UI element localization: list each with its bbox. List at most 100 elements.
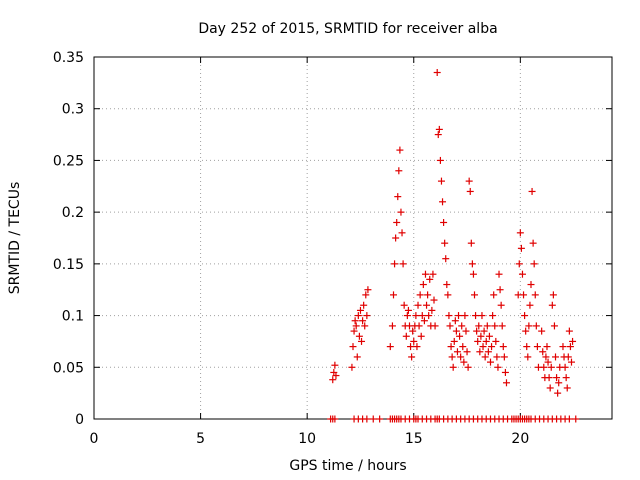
data-point xyxy=(475,322,483,330)
data-point xyxy=(445,312,453,320)
x-tick-label: 20 xyxy=(511,431,529,447)
data-point xyxy=(363,312,371,320)
data-point xyxy=(544,358,552,366)
data-point xyxy=(526,301,534,309)
data-point xyxy=(455,312,463,320)
data-point xyxy=(488,343,496,351)
data-point xyxy=(473,327,481,335)
data-point xyxy=(364,286,372,294)
data-point xyxy=(490,291,498,299)
data-point xyxy=(423,301,431,309)
x-tick-label: 5 xyxy=(196,431,205,447)
data-point xyxy=(391,260,399,268)
data-point xyxy=(529,239,537,247)
data-point xyxy=(463,348,471,356)
data-point xyxy=(523,343,531,351)
data-point xyxy=(353,353,361,361)
data-point xyxy=(453,348,461,356)
y-tick-label: 0.15 xyxy=(53,257,84,273)
data-point xyxy=(545,374,553,382)
data-point xyxy=(472,312,480,320)
data-point xyxy=(360,301,368,309)
data-point xyxy=(329,376,337,384)
data-point xyxy=(486,358,494,366)
data-points xyxy=(327,69,580,423)
data-point xyxy=(434,131,442,139)
data-point xyxy=(555,379,563,387)
data-point xyxy=(562,374,570,382)
data-point xyxy=(417,332,425,340)
data-point xyxy=(407,343,415,351)
data-point xyxy=(538,327,546,335)
data-point xyxy=(361,322,369,330)
data-point xyxy=(572,415,580,423)
data-point xyxy=(451,317,459,325)
chart-title: Day 252 of 2015, SRMTID for receiver alb… xyxy=(198,21,497,37)
data-point xyxy=(491,322,499,330)
data-point xyxy=(362,291,370,299)
data-point xyxy=(420,317,428,325)
data-point xyxy=(495,270,503,278)
data-point xyxy=(493,353,501,361)
data-point xyxy=(416,291,424,299)
data-point xyxy=(515,260,523,268)
data-point xyxy=(331,361,339,369)
data-point xyxy=(435,125,443,133)
y-tick-label: 0.3 xyxy=(62,102,84,118)
data-point xyxy=(559,343,567,351)
data-point xyxy=(410,337,418,345)
data-point xyxy=(449,363,457,371)
data-point xyxy=(548,301,556,309)
data-point xyxy=(397,208,405,216)
data-point xyxy=(349,343,357,351)
data-point xyxy=(424,291,432,299)
data-point xyxy=(477,332,485,340)
data-point xyxy=(522,327,530,335)
data-point xyxy=(392,234,400,242)
y-tick-label: 0.25 xyxy=(53,153,84,169)
data-point xyxy=(498,322,506,330)
data-point xyxy=(482,337,490,345)
data-point xyxy=(421,270,429,278)
data-point xyxy=(489,312,497,320)
data-point xyxy=(565,327,573,335)
data-point xyxy=(521,312,529,320)
data-point xyxy=(396,146,404,154)
data-point xyxy=(467,239,475,247)
data-point xyxy=(471,291,479,299)
data-point xyxy=(474,337,482,345)
data-point xyxy=(386,343,394,351)
y-tick-label: 0.05 xyxy=(53,360,84,376)
data-point xyxy=(480,327,488,335)
data-point xyxy=(516,229,524,237)
data-point xyxy=(527,281,535,289)
data-point xyxy=(394,193,402,201)
data-point xyxy=(443,281,451,289)
data-point xyxy=(569,337,577,345)
data-point xyxy=(492,337,500,345)
data-point xyxy=(530,260,538,268)
data-point xyxy=(358,337,366,345)
data-point xyxy=(483,322,491,330)
data-point xyxy=(355,332,363,340)
data-point xyxy=(430,296,438,304)
data-point xyxy=(496,286,504,294)
data-point xyxy=(499,343,507,351)
data-point xyxy=(479,343,487,351)
data-point xyxy=(429,270,437,278)
data-point xyxy=(497,301,505,309)
data-point xyxy=(376,415,384,423)
data-point xyxy=(476,348,484,356)
data-point xyxy=(501,368,509,376)
data-point xyxy=(452,327,460,335)
data-point xyxy=(458,322,466,330)
data-point xyxy=(398,229,406,237)
data-point xyxy=(390,291,398,299)
data-point xyxy=(331,415,339,423)
data-point xyxy=(441,239,449,247)
axis-ticks: 0 0.05 0.1 0.15 0.2 0.25 0.3 0.35 0 5 10 15 20 xyxy=(53,50,612,447)
data-point xyxy=(459,343,467,351)
data-point xyxy=(531,291,539,299)
data-point xyxy=(448,353,456,361)
data-point xyxy=(461,312,469,320)
